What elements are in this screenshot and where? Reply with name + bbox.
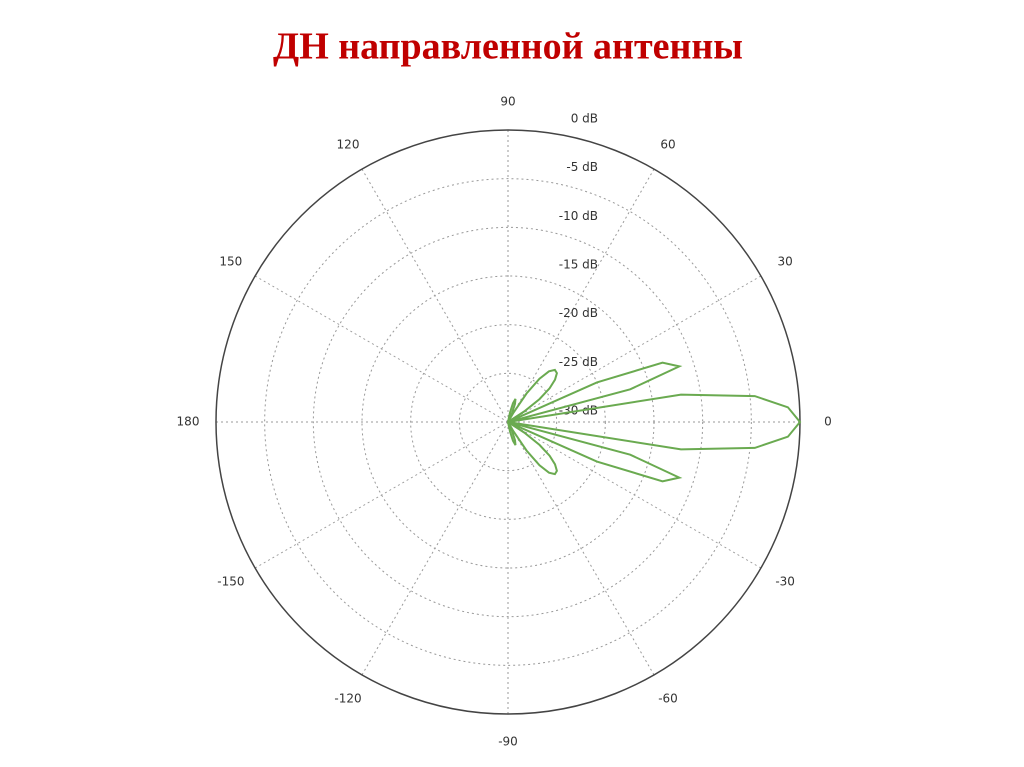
theta-tick-label: 120 [337, 137, 360, 151]
chart-title: ДН направленной антенны [273, 26, 743, 68]
theta-tick-label: -60 [658, 692, 678, 706]
theta-tick-label: -90 [498, 735, 518, 749]
r-tick-label: -15 dB [559, 258, 598, 272]
theta-tick-label: -120 [334, 692, 361, 706]
pattern-line [506, 361, 802, 483]
ring-grid-line [410, 324, 606, 520]
theta-tick-label: 60 [660, 137, 675, 151]
theta-tick-label: 150 [219, 255, 242, 269]
r-tick-label: -25 dB [559, 355, 598, 369]
theta-tick-label: -150 [217, 575, 244, 589]
theta-tick-label: -30 [775, 575, 795, 589]
ring-grid-line [264, 178, 752, 666]
radial-grid-line [507, 421, 655, 676]
theta-tick-label: 90 [500, 95, 515, 109]
theta-tick-label: 180 [177, 415, 200, 429]
radial-grid-line [507, 168, 655, 423]
radial-grid-line [254, 421, 509, 569]
theta-tick-label: 0 [824, 415, 832, 429]
r-tick-label: -5 dB [566, 160, 598, 174]
r-tick-label: -20 dB [559, 306, 598, 320]
r-tick-label: -10 dB [559, 209, 598, 223]
radial-grid-line [254, 275, 509, 423]
r-tick-label: 0 dB [571, 112, 598, 126]
ring-grid-line [361, 275, 655, 569]
ring-grid-line [458, 372, 558, 472]
theta-tick-label: 30 [777, 255, 792, 269]
ring-grid-line [312, 226, 704, 618]
